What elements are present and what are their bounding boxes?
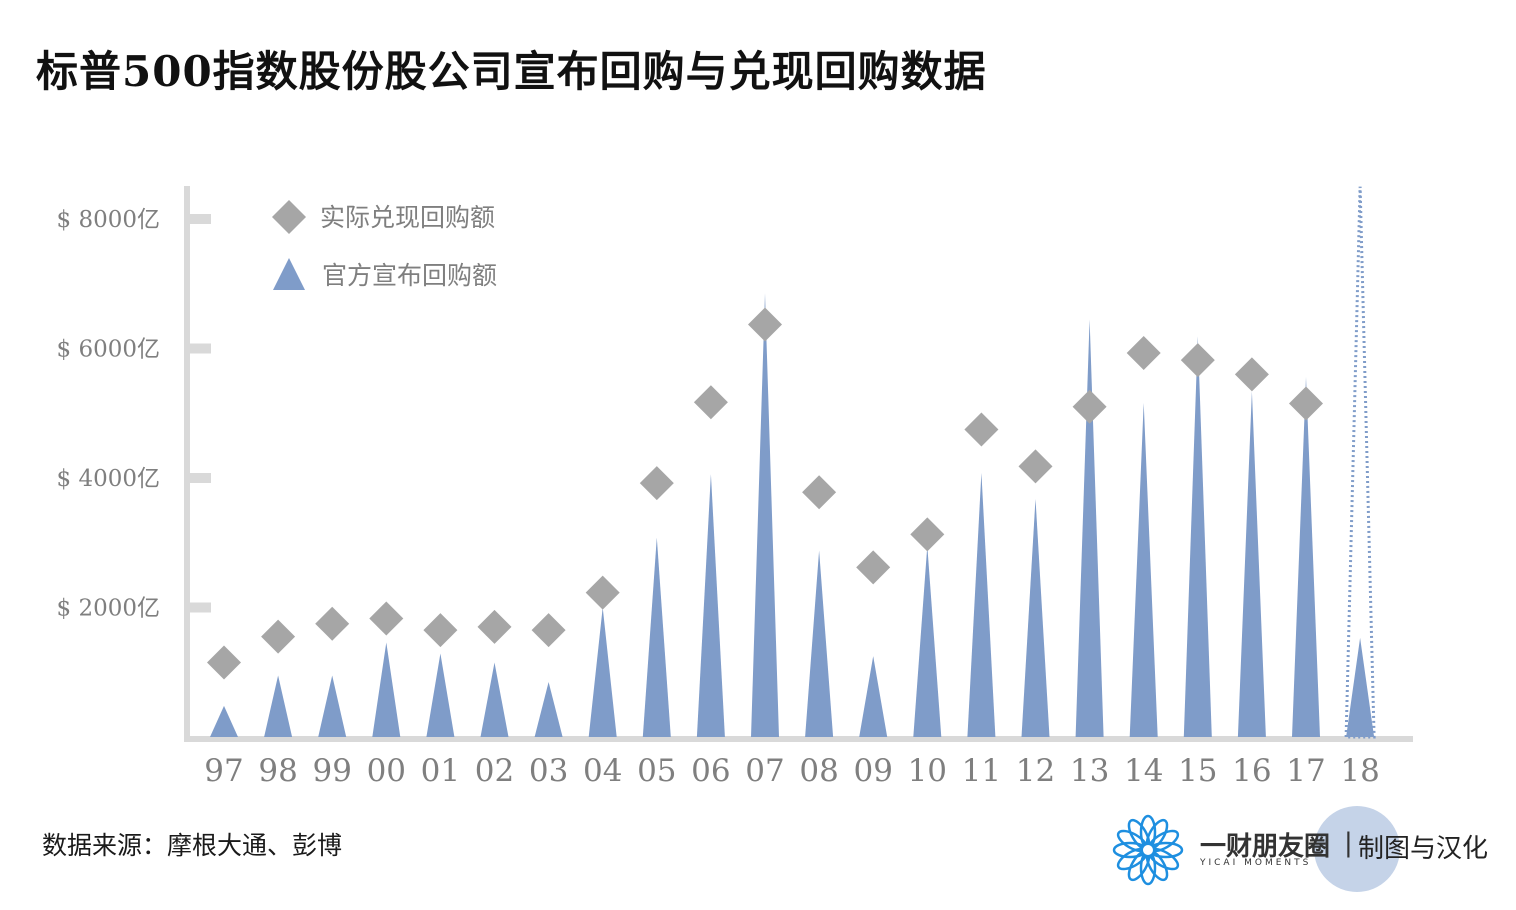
x-tick-label: 98	[258, 753, 297, 789]
brand-decor-circle	[1314, 806, 1400, 892]
announced-bar	[318, 675, 347, 737]
announced-bar	[967, 472, 996, 737]
actual-point	[802, 475, 837, 510]
announced-bar	[1129, 402, 1158, 737]
announced-bar	[751, 293, 779, 737]
x-tick-labels: 97 98 99 00 01 02 03 04 05 06 07 08 09 10 11 12 13 14 15 16…	[204, 753, 1380, 789]
announced-bar	[534, 681, 563, 737]
x-tick-label: 02	[475, 753, 514, 789]
actual-point	[585, 575, 620, 610]
actual-point	[477, 609, 512, 644]
snowflake-logo-icon	[1112, 814, 1184, 886]
x-tick-label: 04	[583, 753, 622, 789]
data-source-note: 数据来源：摩根大通、彭博	[42, 831, 343, 860]
y-tick-label: $ 4000亿	[57, 466, 160, 492]
x-tick-label: 01	[421, 753, 460, 789]
x-tick-label: 15	[1178, 753, 1217, 789]
x-tick-label: 16	[1232, 753, 1271, 789]
actual-point	[1289, 386, 1323, 421]
x-tick-label: 97	[204, 753, 243, 789]
actual-point	[964, 412, 999, 447]
announced-projection	[1344, 186, 1376, 739]
x-tick-label: 09	[853, 753, 892, 789]
x-tick-label: 99	[312, 753, 351, 789]
actual-point	[315, 606, 350, 641]
x-tick-label: 07	[745, 753, 784, 789]
chart-axes	[184, 186, 1413, 742]
actual-point	[856, 550, 891, 585]
actual-point	[261, 619, 296, 654]
x-tick-label: 14	[1124, 753, 1163, 789]
announced-bar	[1237, 391, 1266, 737]
actual-point	[1018, 449, 1053, 484]
actual-point	[531, 613, 566, 648]
actual-point	[639, 466, 674, 501]
brand-name-en: YICAI MOMENTS	[1200, 858, 1312, 868]
x-tick-label: 18	[1340, 753, 1379, 789]
x-tick-label: 12	[1016, 753, 1055, 789]
brand-credit: 制图与汉化	[1358, 834, 1489, 864]
brand-separator: |	[1344, 828, 1353, 858]
actual-point	[1126, 336, 1161, 371]
actual-point	[369, 601, 404, 636]
actual-point	[1180, 343, 1215, 378]
chart-title: 标普500指数股份股公司宣布回购与兑现回购数据	[36, 47, 987, 96]
x-tick-label: 06	[691, 753, 730, 789]
announced-bar	[210, 705, 238, 737]
x-tick-label: 08	[799, 753, 838, 789]
x-tick-label: 10	[908, 753, 947, 789]
x-tick-label: 11	[962, 753, 1001, 789]
announced-bar	[264, 675, 293, 737]
announced-bar	[1021, 498, 1050, 737]
brand-footer: 一财朋友圈 YICAI MOMENTS | 制图与汉化	[1108, 806, 1508, 896]
announced-bar	[1183, 336, 1212, 737]
legend-diamond-icon	[272, 200, 306, 234]
announced-bar	[805, 550, 834, 737]
actual-point	[207, 645, 241, 680]
announced-bar	[859, 656, 888, 737]
actual-point	[423, 613, 458, 648]
y-tick-label: $ 6000亿	[57, 337, 160, 363]
legend-label-actual: 实际兑现回购额	[320, 203, 495, 232]
x-tick-label: 05	[637, 753, 676, 789]
announced-bar	[696, 474, 725, 737]
legend-label-announced: 官方宣布回购额	[322, 261, 497, 290]
actual-series	[207, 307, 1323, 680]
actual-point	[1072, 389, 1107, 424]
announced-series	[210, 186, 1376, 739]
x-tick-label: 03	[529, 753, 568, 789]
announced-bar	[426, 653, 455, 737]
actual-point	[1234, 357, 1269, 392]
actual-point	[910, 517, 945, 552]
y-tick-label: $ 2000亿	[57, 596, 160, 622]
announced-bar	[1346, 637, 1375, 737]
actual-point	[748, 307, 782, 342]
announced-bar	[642, 537, 671, 737]
announced-bar	[372, 642, 401, 737]
legend-triangle-icon	[273, 258, 305, 290]
x-tick-label: 17	[1286, 753, 1325, 789]
announced-bar	[588, 607, 617, 737]
announced-bar	[480, 662, 509, 737]
actual-point	[693, 385, 728, 420]
announced-bar	[913, 545, 942, 737]
announced-bar	[1292, 376, 1320, 737]
x-tick-label: 00	[367, 753, 406, 789]
announced-bar	[1075, 319, 1104, 737]
y-tick-label: $ 8000亿	[57, 207, 160, 233]
y-tick-labels: $ 2000亿 $ 4000亿 $ 6000亿 $ 8000亿	[57, 207, 160, 622]
brand-name: 一财朋友圈	[1200, 832, 1331, 862]
x-tick-label: 13	[1070, 753, 1109, 789]
